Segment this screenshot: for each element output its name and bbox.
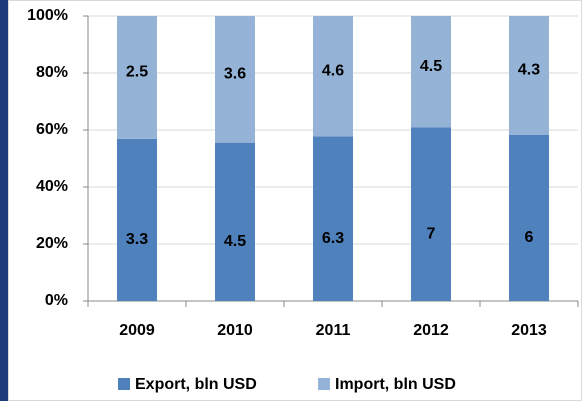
y-tick-label: 100%: [27, 7, 68, 24]
y-tick-label: 80%: [36, 64, 68, 81]
bar-segment: [117, 138, 157, 301]
x-tick-label: 2012: [413, 322, 449, 339]
data-label: 2.5: [126, 64, 148, 81]
y-tick-label: 0%: [45, 292, 68, 309]
bar-segment: [117, 16, 157, 139]
data-label: 4.3: [518, 62, 540, 79]
legend-label: Import, bln USD: [335, 376, 456, 393]
y-tick-label: 20%: [36, 235, 68, 252]
x-tick-label: 2009: [119, 322, 155, 339]
bar-segment: [215, 16, 255, 143]
x-tick-label: 2013: [511, 322, 547, 339]
legend-label: Export, bln USD: [135, 376, 257, 393]
data-label: 6: [525, 229, 534, 246]
data-label: 4.5: [224, 233, 246, 250]
bar-segment: [509, 16, 549, 135]
x-tick-label: 2010: [217, 322, 253, 339]
bar-segment: [411, 127, 451, 302]
bar-segment: [313, 16, 353, 137]
bar-segment: [313, 136, 353, 301]
y-tick-label: 60%: [36, 121, 68, 138]
bar-segment: [215, 142, 255, 301]
legend-swatch: [318, 378, 330, 390]
bar-segment: [509, 134, 549, 301]
data-label: 4.5: [420, 58, 442, 75]
data-label: 7: [427, 225, 436, 242]
y-tick-label: 40%: [36, 178, 68, 195]
side-stripe: [0, 0, 8, 401]
data-label: 3.6: [224, 66, 246, 83]
data-label: 4.6: [322, 62, 344, 79]
bar-segment: [411, 16, 451, 128]
legend-swatch: [118, 378, 130, 390]
chart-border: [8, 0, 582, 401]
data-label: 6.3: [322, 230, 344, 247]
data-label: 3.3: [126, 231, 148, 248]
x-tick-label: 2011: [316, 322, 351, 339]
